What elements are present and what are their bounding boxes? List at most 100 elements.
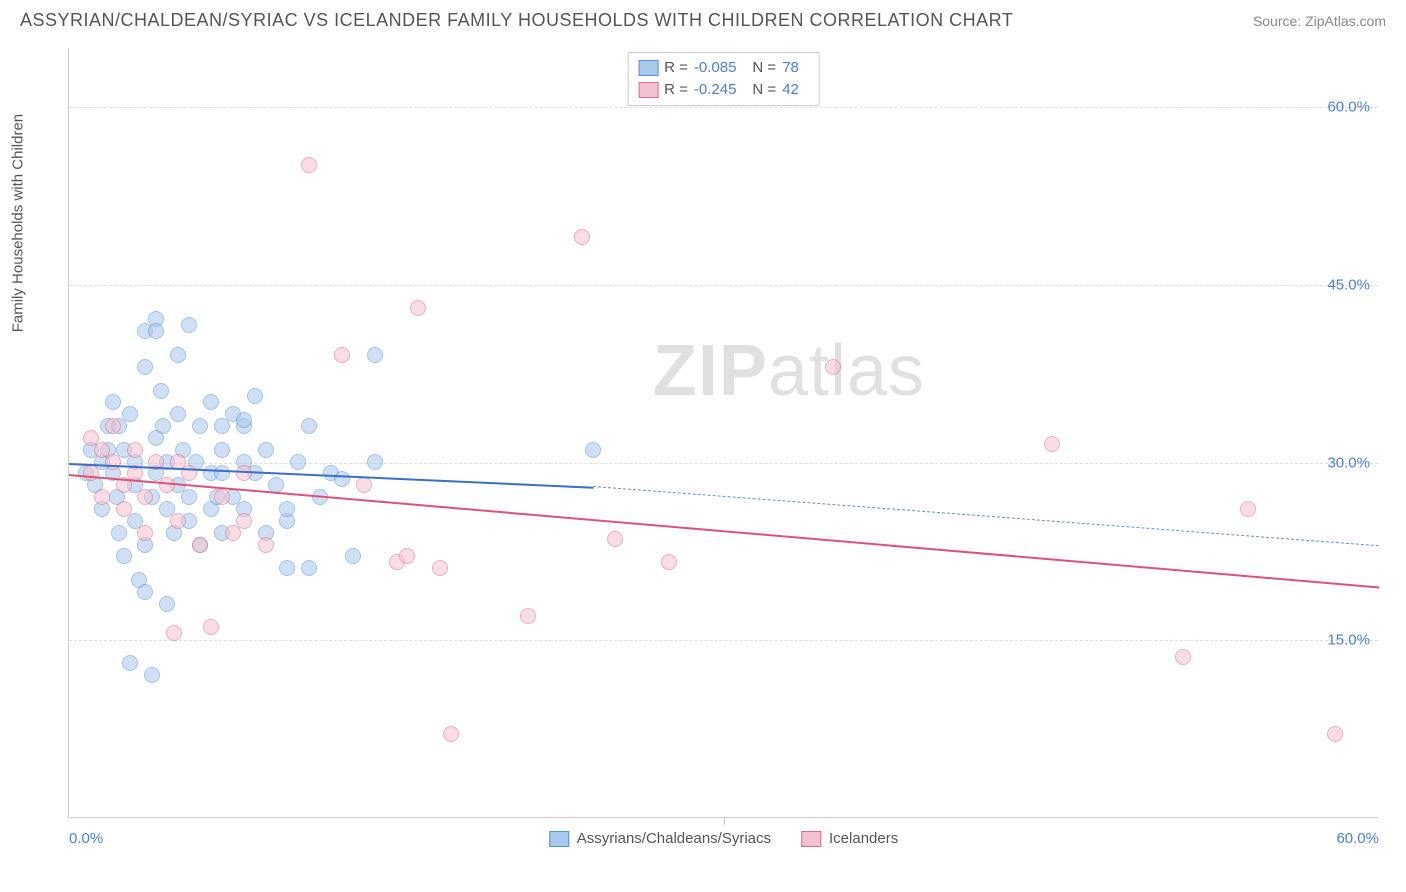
scatter-point <box>399 548 415 564</box>
scatter-point <box>1327 726 1343 742</box>
y-tick-label: 60.0% <box>1327 99 1370 116</box>
n-value: 42 <box>782 79 799 101</box>
scatter-point <box>432 560 448 576</box>
scatter-point <box>166 625 182 641</box>
scatter-point <box>1175 649 1191 665</box>
scatter-point <box>247 388 263 404</box>
scatter-point <box>367 347 383 363</box>
y-axis-label: Family Households with Children <box>10 114 27 332</box>
scatter-point <box>661 554 677 570</box>
scatter-point <box>301 418 317 434</box>
scatter-point <box>116 501 132 517</box>
scatter-point <box>94 489 110 505</box>
scatter-point <box>1240 501 1256 517</box>
scatter-point <box>159 477 175 493</box>
scatter-point <box>236 412 252 428</box>
r-label: R = <box>664 57 688 79</box>
scatter-point <box>181 317 197 333</box>
scatter-point <box>137 489 153 505</box>
scatter-point <box>192 418 208 434</box>
x-tick-label: 60.0% <box>1336 830 1379 847</box>
scatter-point <box>367 454 383 470</box>
scatter-point <box>443 726 459 742</box>
scatter-point <box>607 531 623 547</box>
r-value: -0.245 <box>694 79 737 101</box>
scatter-point <box>148 323 164 339</box>
legend-item: Icelanders <box>801 830 898 847</box>
source-label: Source: ZipAtlas.com <box>1253 13 1386 29</box>
scatter-point <box>203 394 219 410</box>
scatter-point <box>236 513 252 529</box>
stats-row: R = -0.245 N = 42 <box>638 79 809 101</box>
scatter-point <box>170 347 186 363</box>
scatter-point <box>410 300 426 316</box>
stats-row: R = -0.085 N = 78 <box>638 57 809 79</box>
scatter-point <box>214 442 230 458</box>
scatter-point <box>258 442 274 458</box>
scatter-point <box>1044 436 1060 452</box>
scatter-point <box>345 548 361 564</box>
gridline <box>69 107 1378 108</box>
scatter-point <box>301 560 317 576</box>
scatter-point <box>203 619 219 635</box>
scatter-point <box>155 418 171 434</box>
r-label: R = <box>664 79 688 101</box>
bottom-legend: Assyrians/Chaldeans/Syriacs Icelanders <box>549 830 898 847</box>
scatter-point <box>258 537 274 553</box>
scatter-point <box>279 501 295 517</box>
scatter-point <box>144 667 160 683</box>
scatter-point <box>170 406 186 422</box>
scatter-point <box>356 477 372 493</box>
scatter-point <box>334 471 350 487</box>
scatter-point <box>290 454 306 470</box>
n-label: N = <box>752 79 776 101</box>
x-tick-label: 0.0% <box>69 830 103 847</box>
gridline <box>69 463 1378 464</box>
n-value: 78 <box>782 57 799 79</box>
scatter-point <box>105 418 121 434</box>
r-value: -0.085 <box>694 57 737 79</box>
series-swatch <box>638 60 658 76</box>
legend-label: Assyrians/Chaldeans/Syriacs <box>577 830 771 847</box>
scatter-point <box>520 608 536 624</box>
series-swatch <box>638 82 658 98</box>
y-tick-label: 30.0% <box>1327 454 1370 471</box>
legend-swatch <box>801 831 821 847</box>
chart-container: Family Households with Children ZIPatlas… <box>48 48 1388 818</box>
trend-line <box>593 486 1379 546</box>
scatter-point <box>122 655 138 671</box>
plot-area: ZIPatlas 15.0%30.0%45.0%60.0%0.0%60.0%R … <box>68 48 1378 818</box>
n-label: N = <box>752 57 776 79</box>
scatter-point <box>236 465 252 481</box>
scatter-point <box>111 525 127 541</box>
scatter-point <box>214 489 230 505</box>
x-tick <box>724 817 725 825</box>
gridline <box>69 640 1378 641</box>
y-tick-label: 15.0% <box>1327 632 1370 649</box>
stats-box: R = -0.085 N = 78 R = -0.245 N = 42 <box>627 52 820 106</box>
scatter-point <box>334 347 350 363</box>
chart-title: ASSYRIAN/CHALDEAN/SYRIAC VS ICELANDER FA… <box>20 10 1013 31</box>
scatter-point <box>192 537 208 553</box>
scatter-point <box>279 560 295 576</box>
scatter-point <box>137 584 153 600</box>
scatter-point <box>153 383 169 399</box>
legend-label: Icelanders <box>829 830 898 847</box>
scatter-point <box>214 465 230 481</box>
scatter-point <box>137 525 153 541</box>
y-tick-label: 45.0% <box>1327 276 1370 293</box>
scatter-point <box>159 596 175 612</box>
legend-swatch <box>549 831 569 847</box>
scatter-point <box>825 359 841 375</box>
header: ASSYRIAN/CHALDEAN/SYRIAC VS ICELANDER FA… <box>0 0 1406 36</box>
scatter-point <box>83 465 99 481</box>
scatter-point <box>181 489 197 505</box>
scatter-point <box>301 157 317 173</box>
gridline <box>69 285 1378 286</box>
watermark: ZIPatlas <box>653 330 925 412</box>
scatter-point <box>170 513 186 529</box>
scatter-point <box>137 359 153 375</box>
scatter-point <box>116 548 132 564</box>
legend-item: Assyrians/Chaldeans/Syriacs <box>549 830 771 847</box>
scatter-point <box>574 229 590 245</box>
